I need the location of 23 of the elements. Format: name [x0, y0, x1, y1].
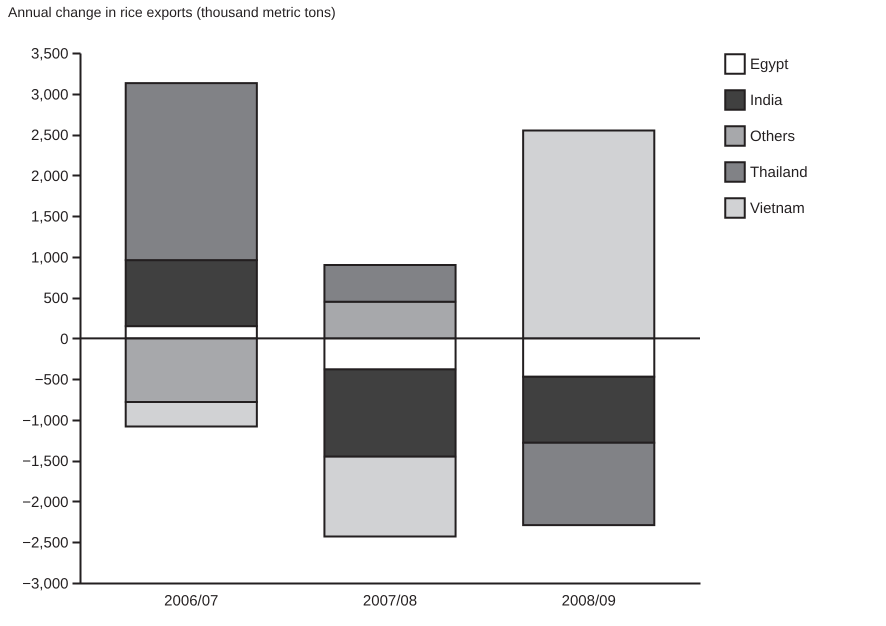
- y-tick-label: −3,000: [22, 576, 68, 592]
- legend-label: Others: [750, 128, 796, 145]
- x-tick-label: 2007/08: [362, 592, 418, 610]
- y-tick-label: −1,500: [22, 453, 68, 470]
- y-tick-label: −2,000: [22, 494, 68, 511]
- legend-label: Egypt: [750, 56, 790, 73]
- legend-label: Thailand: [750, 164, 808, 181]
- chart-title: Annual change in rice exports (thousand metric tons): [8, 4, 336, 20]
- y-tick-label: 3,000: [30, 86, 68, 104]
- legend-label: India: [750, 92, 784, 109]
- y-tick-label: −500: [34, 372, 68, 389]
- legend-label: Vietnam: [750, 200, 805, 217]
- y-tick-label: 2,500: [30, 127, 68, 144]
- y-tick-label: 3,500: [30, 46, 68, 62]
- y-tick-label: 1,500: [30, 208, 68, 226]
- y-tick-label: −1,000: [22, 412, 68, 430]
- y-tick-label: 500: [43, 290, 68, 308]
- x-tick-label: 2008/09: [562, 592, 616, 610]
- x-tick-label: 2006/07: [164, 592, 218, 610]
- y-tick-label: −2,500: [22, 534, 68, 552]
- y-tick-label: 1,000: [30, 249, 68, 266]
- y-tick-label: 2,000: [30, 168, 68, 185]
- y-tick-label: 0: [60, 330, 68, 348]
